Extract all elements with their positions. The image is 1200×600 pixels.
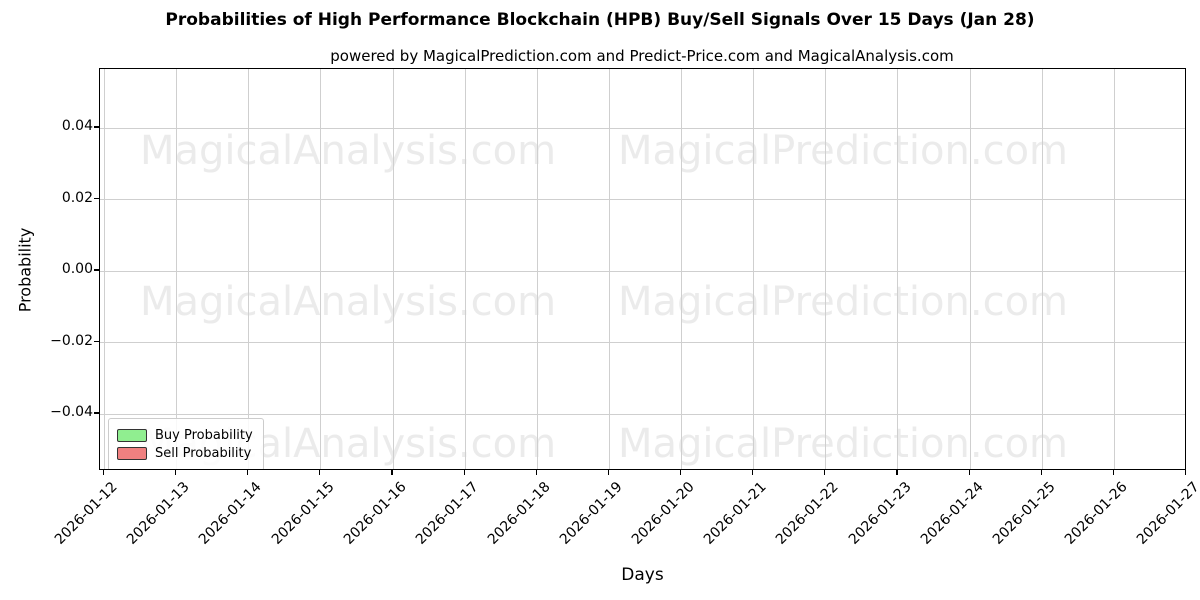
legend-item-buy: Buy Probability bbox=[117, 428, 253, 443]
x-tick-mark bbox=[824, 470, 826, 475]
x-gridline bbox=[392, 69, 394, 469]
x-tick-label: 2026-01-23 bbox=[845, 479, 915, 548]
x-tick-mark bbox=[1040, 470, 1042, 475]
x-tick-mark bbox=[1184, 470, 1187, 475]
x-tick-label: 2026-01-26 bbox=[1061, 479, 1131, 548]
x-tick-label: 2026-01-20 bbox=[629, 479, 698, 548]
x-tick-mark bbox=[391, 470, 393, 475]
watermark-text: MagicalPrediction.com bbox=[618, 128, 1068, 174]
watermark-text: MagicalAnalysis.com bbox=[139, 279, 557, 325]
x-axis-label: Days bbox=[621, 565, 664, 585]
x-gridline bbox=[1113, 69, 1115, 469]
watermark-text: MagicalPrediction.com bbox=[618, 421, 1068, 467]
x-gridline bbox=[608, 69, 610, 469]
legend-item-sell: Sell Probability bbox=[117, 446, 253, 461]
x-gridline bbox=[681, 69, 683, 469]
y-tick-label: 0.04 bbox=[61, 118, 93, 134]
x-tick-mark bbox=[679, 470, 682, 475]
x-tick-mark bbox=[247, 470, 249, 475]
legend-label-buy: Buy Probability bbox=[155, 428, 253, 443]
x-tick-mark bbox=[319, 470, 321, 475]
x-tick-mark bbox=[102, 470, 105, 475]
y-tick-mark bbox=[94, 412, 99, 414]
legend: Buy Probability Sell Probability bbox=[108, 418, 264, 469]
y-tick-mark bbox=[94, 269, 99, 271]
x-tick-mark bbox=[175, 470, 177, 475]
x-tick-mark bbox=[535, 470, 537, 475]
y-tick-label: −0.04 bbox=[50, 404, 93, 420]
x-gridline bbox=[897, 69, 899, 469]
y-tick-mark bbox=[94, 197, 99, 200]
y-tick-label: −0.02 bbox=[50, 332, 93, 349]
x-tick-label: 2026-01-25 bbox=[989, 479, 1059, 548]
x-tick-label: 2026-01-12 bbox=[51, 479, 121, 548]
x-tick-label: 2026-01-21 bbox=[701, 479, 771, 548]
x-tick-label: 2026-01-13 bbox=[124, 479, 193, 548]
x-gridline bbox=[1041, 69, 1043, 469]
watermark-text: MagicalPrediction.com bbox=[618, 279, 1068, 325]
y-tick-mark bbox=[94, 340, 99, 343]
y-tick-label: 0.00 bbox=[61, 261, 93, 277]
y-tick-mark bbox=[94, 126, 99, 128]
watermark-text: MagicalAnalysis.com bbox=[139, 128, 557, 174]
x-tick-label: 2026-01-19 bbox=[556, 479, 626, 548]
x-gridline bbox=[825, 69, 827, 469]
x-tick-mark bbox=[896, 470, 898, 475]
legend-label-sell: Sell Probability bbox=[155, 446, 252, 461]
x-tick-mark bbox=[1112, 470, 1114, 475]
x-gridline bbox=[753, 69, 755, 469]
plot-area: MagicalAnalysis.com MagicalPrediction.com… bbox=[99, 68, 1186, 470]
x-gridline bbox=[176, 69, 178, 469]
x-tick-mark bbox=[463, 470, 465, 475]
chart-title: Probabilities of High Performance Blockc… bbox=[165, 10, 1035, 30]
x-tick-label: 2026-01-22 bbox=[773, 479, 843, 548]
x-gridline bbox=[969, 69, 971, 469]
y-gridline bbox=[100, 270, 1185, 272]
y-gridline bbox=[100, 199, 1185, 200]
x-tick-mark bbox=[752, 470, 754, 475]
chart-subtitle: powered by MagicalPrediction.com and Pre… bbox=[330, 47, 954, 65]
x-tick-label: 2026-01-17 bbox=[412, 479, 482, 548]
y-tick-label: 0.02 bbox=[61, 189, 93, 206]
x-tick-label: 2026-01-27 bbox=[1133, 479, 1200, 548]
x-gridline bbox=[464, 69, 466, 469]
x-gridline bbox=[104, 69, 105, 469]
sell-probability-swatch bbox=[117, 447, 147, 460]
y-gridline bbox=[100, 413, 1185, 415]
y-gridline bbox=[100, 342, 1185, 343]
x-gridline bbox=[536, 69, 538, 469]
x-tick-mark bbox=[607, 470, 610, 475]
x-gridline bbox=[320, 69, 322, 469]
x-tick-label: 2026-01-15 bbox=[268, 479, 338, 548]
y-gridline bbox=[100, 127, 1185, 129]
x-tick-label: 2026-01-24 bbox=[917, 479, 987, 548]
x-tick-label: 2026-01-14 bbox=[196, 479, 266, 548]
buy-probability-swatch bbox=[117, 429, 147, 442]
x-tick-label: 2026-01-18 bbox=[484, 479, 554, 548]
x-gridline bbox=[248, 69, 250, 469]
x-tick-label: 2026-01-16 bbox=[340, 479, 410, 548]
x-tick-mark bbox=[968, 470, 970, 475]
